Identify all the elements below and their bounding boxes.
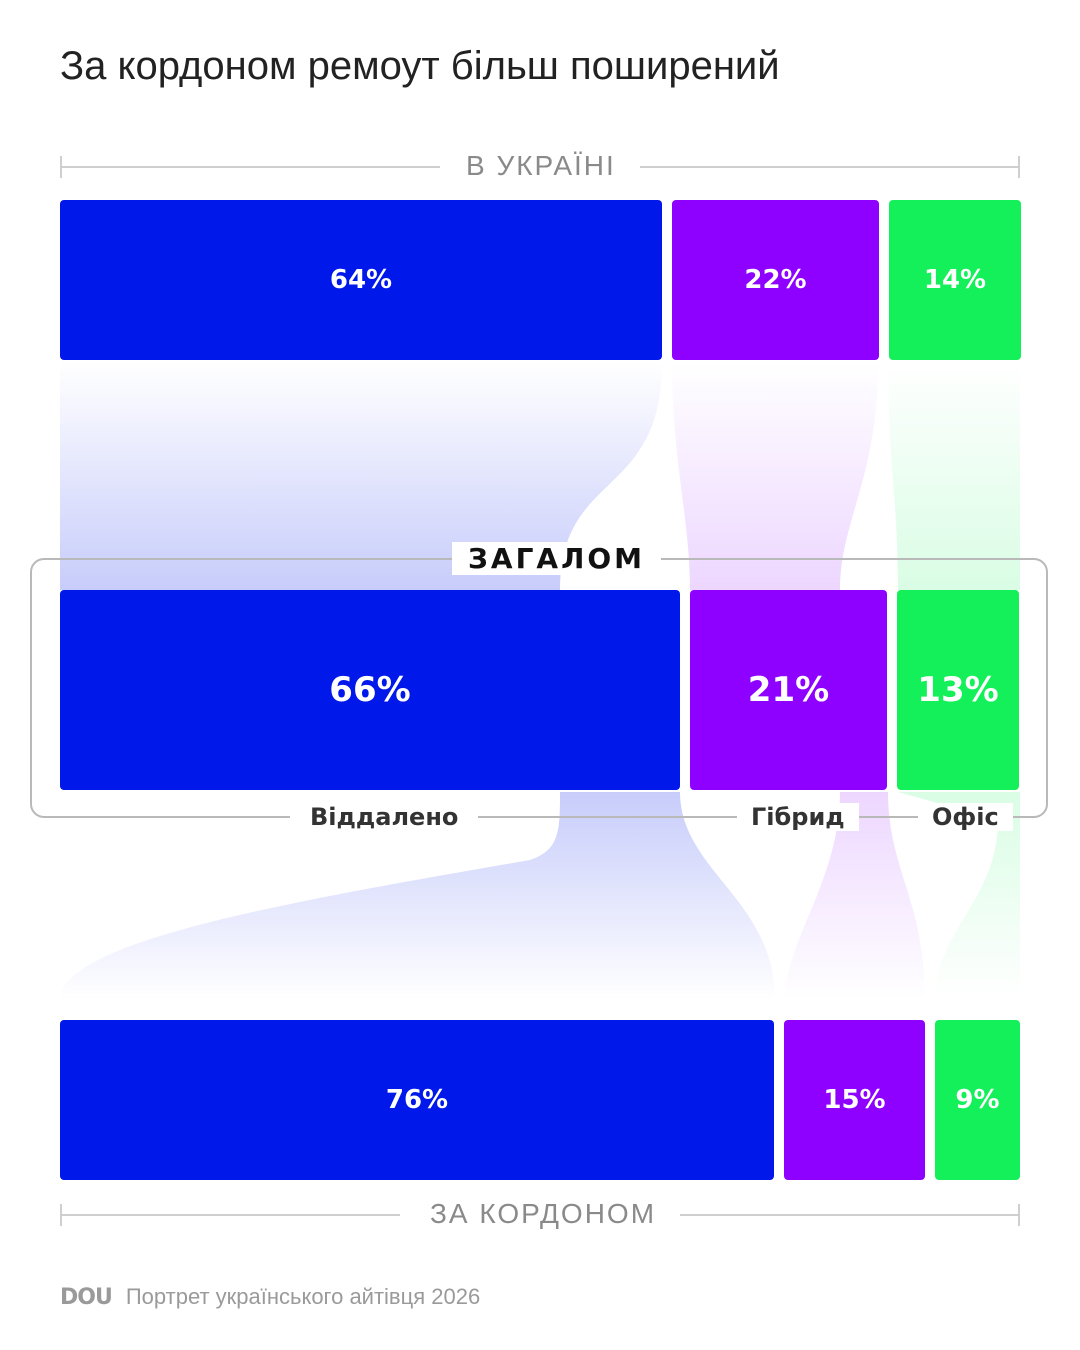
bar-overall-remote: 66% bbox=[60, 590, 680, 790]
group-label-ukraine: В УКРАЇНІ bbox=[466, 150, 616, 181]
bar-label-overall-hybrid: 21% bbox=[747, 670, 830, 710]
top-bracket-left-line bbox=[60, 166, 440, 168]
flow-remote-lower bbox=[60, 792, 775, 1000]
bar-ukraine-office: 14% bbox=[889, 200, 1021, 360]
bar-label-overall-remote: 66% bbox=[329, 670, 411, 710]
bottom-bracket-left-line bbox=[60, 1214, 400, 1216]
category-label-office: Офіс bbox=[918, 803, 1013, 831]
flow-office-upper bbox=[888, 362, 1020, 590]
group-label-overall: ЗАГАЛОМ bbox=[452, 542, 661, 575]
flow-office-lower bbox=[898, 792, 1020, 1000]
bar-label-ukraine-remote: 64% bbox=[329, 265, 393, 295]
bottom-bracket-right-tick bbox=[1018, 1204, 1020, 1226]
bar-abroad-remote: 76% bbox=[60, 1020, 774, 1180]
top-bracket-right-tick bbox=[1018, 156, 1020, 178]
top-bracket-right-line bbox=[640, 166, 1020, 168]
category-label-hybrid: Гібрид bbox=[737, 803, 859, 831]
bar-overall-hybrid: 21% bbox=[690, 590, 887, 790]
dou-logo: DOU bbox=[60, 1284, 113, 1310]
flow-hybrid-upper bbox=[672, 362, 878, 590]
flow-hybrid-lower bbox=[690, 792, 925, 1000]
bar-abroad-hybrid: 15% bbox=[784, 1020, 925, 1180]
bar-label-ukraine-hybrid: 22% bbox=[744, 265, 807, 295]
bar-label-abroad-office: 9% bbox=[955, 1085, 1000, 1115]
bar-ukraine-hybrid: 22% bbox=[672, 200, 879, 360]
bar-ukraine-remote: 64% bbox=[60, 200, 662, 360]
flow-remote-upper bbox=[60, 362, 662, 590]
page-title: За кордоном ремоут більш поширений bbox=[60, 44, 780, 88]
footer-source: Портрет українського айтівця 2026 bbox=[125, 1284, 481, 1309]
footer: DOU Портрет українського айтівця 2026 bbox=[60, 1284, 480, 1310]
bar-label-abroad-remote: 76% bbox=[385, 1085, 449, 1115]
category-label-remote: Віддалено bbox=[290, 803, 479, 831]
bar-label-abroad-hybrid: 15% bbox=[823, 1085, 886, 1115]
bar-overall-office: 13% bbox=[897, 590, 1019, 790]
bar-abroad-office: 9% bbox=[935, 1020, 1020, 1180]
group-label-abroad: ЗА КОРДОНОМ bbox=[430, 1198, 657, 1229]
bar-label-overall-office: 13% bbox=[917, 670, 999, 710]
bottom-bracket-right-line bbox=[680, 1214, 1020, 1216]
bar-label-ukraine-office: 14% bbox=[923, 265, 987, 295]
